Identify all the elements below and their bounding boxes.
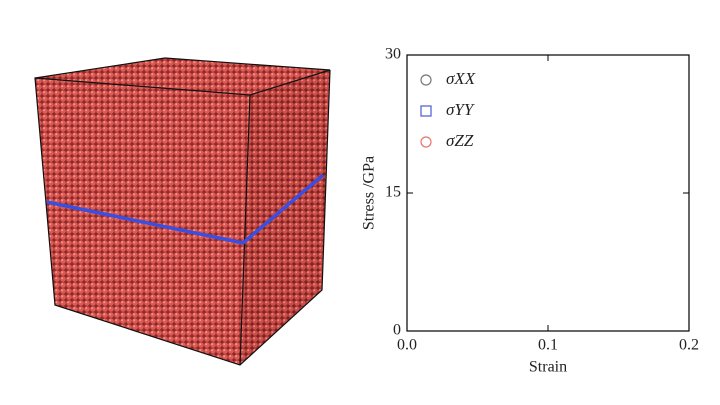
y-tick-label: 0	[393, 322, 401, 339]
x-tick-label: 0.1	[538, 337, 558, 354]
cube-edges	[34, 57, 331, 366]
cube-edge	[239, 94, 251, 366]
x-axis-label: Strain	[529, 359, 567, 376]
legend-label: σYY	[446, 100, 475, 119]
cube-side	[240, 70, 330, 365]
slice-line	[46, 173, 325, 245]
plot: Strain Stress /GPa	[361, 54, 690, 376]
y-axis-label: Stress /GPa	[361, 156, 378, 230]
legend-label: σXX	[446, 69, 476, 88]
x-tick-label: 0.0	[397, 337, 417, 354]
legend-marker	[420, 74, 432, 86]
axes-frame	[406, 54, 690, 332]
legend-label: σZZ	[446, 131, 474, 150]
y-tick-label: 15	[385, 184, 401, 201]
legend-marker	[420, 105, 432, 117]
x-tick-label: 0.2	[679, 337, 699, 354]
atom-cube	[34, 57, 331, 366]
y-tick-label: 30	[385, 46, 401, 63]
legend-marker	[420, 136, 432, 148]
